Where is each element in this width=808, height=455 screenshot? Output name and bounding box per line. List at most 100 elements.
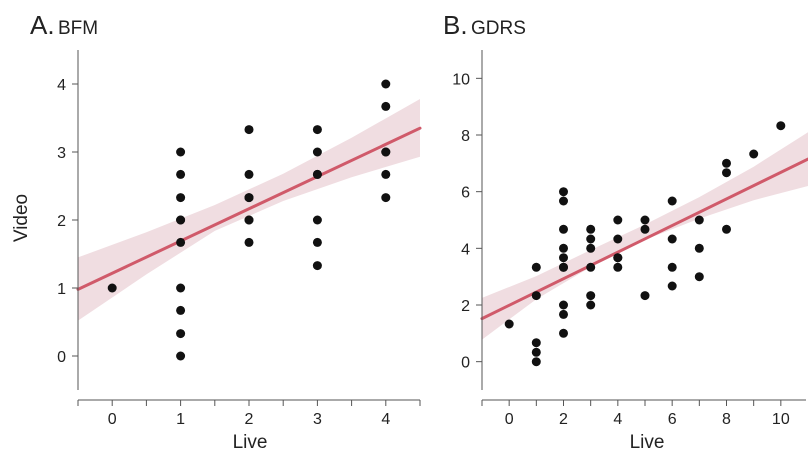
y-tick-label: 4 — [57, 77, 66, 94]
points-layer — [504, 121, 786, 367]
data-point — [244, 125, 254, 135]
data-point — [312, 237, 322, 247]
regression-line — [76, 126, 422, 291]
data-point — [176, 193, 186, 203]
panel-a-bfm: A. BFM 0 1 2 3 4 0 1 2 3 4 Live Video — [11, 10, 422, 453]
y-tick-label: 2 — [57, 213, 66, 230]
data-point — [586, 224, 596, 234]
data-point — [107, 283, 117, 293]
data-point — [244, 237, 254, 247]
x-tick-label: 0 — [505, 411, 514, 428]
x-tick-label: 2 — [245, 411, 254, 428]
data-point — [559, 224, 568, 234]
x-tick-label: 4 — [613, 411, 622, 428]
data-point — [586, 262, 596, 272]
data-point — [312, 261, 322, 271]
y-tick-label: 0 — [461, 355, 470, 372]
panel-b-name: GDRS — [471, 18, 526, 39]
data-point — [749, 149, 759, 159]
y-tick-label: 10 — [452, 71, 470, 88]
points-layer — [107, 79, 391, 361]
x-tick-label: 8 — [722, 411, 731, 428]
data-point — [381, 169, 391, 179]
data-point — [312, 169, 322, 179]
data-point — [722, 168, 731, 178]
axes-layer: 0 2 4 6 8 10 0 2 4 6 8 10 — [452, 50, 806, 428]
data-point — [312, 147, 322, 157]
data-point — [640, 291, 650, 301]
x-axis-label: Live — [630, 432, 665, 453]
y-tick-label: 0 — [57, 349, 66, 366]
x-tick-label: 10 — [772, 411, 790, 428]
data-point — [559, 196, 568, 206]
data-point — [667, 234, 677, 244]
panel-b-gdrs: B. GDRS 0 2 4 6 8 10 0 2 4 6 8 10 Live — [443, 10, 808, 453]
y-tick-label: 2 — [461, 298, 470, 315]
data-point — [176, 329, 186, 339]
data-point — [531, 291, 541, 301]
data-point — [531, 347, 541, 357]
x-tick-label: 1 — [176, 411, 185, 428]
data-point — [312, 125, 322, 135]
data-point — [381, 147, 391, 157]
data-point — [176, 147, 186, 157]
axes-layer: 0 1 2 3 4 0 1 2 3 4 — [57, 50, 421, 428]
y-tick-label: 6 — [461, 185, 470, 202]
data-point — [176, 215, 186, 225]
data-point — [244, 169, 254, 179]
x-tick-label: 2 — [559, 411, 568, 428]
data-point — [559, 328, 568, 338]
data-point — [722, 224, 731, 234]
data-point — [559, 243, 568, 253]
data-point — [694, 243, 704, 253]
data-point — [586, 234, 596, 244]
panel-a-letter: A. — [30, 10, 55, 40]
data-point — [722, 158, 731, 168]
x-tick-label: 3 — [313, 411, 322, 428]
fit-line-layer — [76, 126, 422, 291]
x-tick-label: 4 — [381, 411, 390, 428]
data-point — [531, 338, 541, 348]
data-point — [613, 234, 623, 244]
data-point — [559, 253, 568, 263]
confidence-band-layer — [482, 132, 808, 340]
y-axis-label: Video — [11, 194, 32, 242]
data-point — [531, 262, 541, 272]
data-point — [176, 305, 186, 315]
data-point — [586, 300, 596, 310]
data-point — [586, 291, 596, 301]
confidence-band — [482, 132, 808, 340]
data-point — [504, 319, 514, 329]
y-tick-label: 8 — [461, 128, 470, 145]
data-point — [244, 215, 254, 225]
x-axis-label: Live — [233, 432, 268, 453]
data-point — [312, 215, 322, 225]
data-point — [667, 281, 677, 291]
x-tick-label: 0 — [108, 411, 117, 428]
data-point — [176, 283, 186, 293]
data-point — [176, 169, 186, 179]
data-point — [176, 351, 186, 361]
data-point — [640, 215, 650, 225]
data-point — [776, 121, 786, 131]
data-point — [559, 187, 568, 197]
data-point — [244, 193, 254, 203]
data-point — [667, 262, 677, 272]
panel-a-name: BFM — [58, 18, 98, 39]
y-tick-label: 3 — [57, 145, 66, 162]
data-point — [559, 309, 568, 319]
data-point — [613, 262, 623, 272]
panel-b-letter: B. — [443, 10, 468, 40]
data-point — [613, 253, 623, 263]
data-point — [694, 272, 704, 282]
data-point — [381, 193, 391, 203]
data-point — [694, 215, 704, 225]
data-point — [531, 357, 541, 367]
data-point — [586, 243, 596, 253]
data-point — [559, 300, 568, 310]
data-point — [613, 215, 623, 225]
data-point — [559, 262, 568, 272]
data-point — [667, 196, 677, 206]
data-point — [381, 79, 391, 89]
